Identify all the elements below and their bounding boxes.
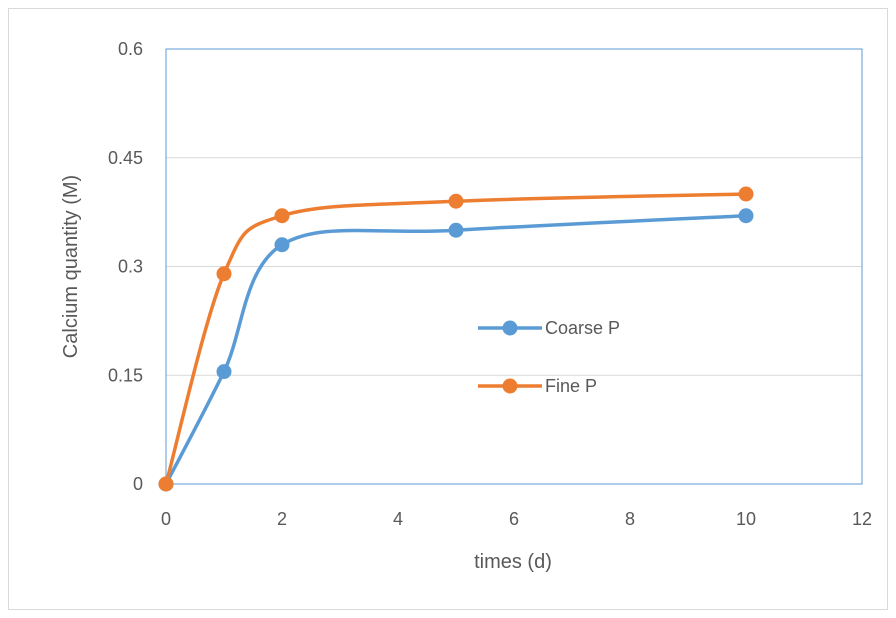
legend-marker-fine-p: [502, 378, 518, 394]
y-tick-label: 0: [133, 474, 143, 494]
x-tick-label: 6: [509, 509, 519, 529]
x-tick-label: 0: [161, 509, 171, 529]
data-point-fine-p: [158, 476, 174, 492]
data-point-fine-p: [274, 208, 290, 224]
data-point-coarse-p: [274, 237, 290, 253]
data-point-fine-p: [738, 186, 754, 202]
series-line-fine-p: [164, 192, 748, 486]
plot-area-border: [165, 48, 863, 485]
data-point-coarse-p: [448, 222, 464, 238]
data-point-coarse-p: [738, 208, 754, 224]
data-point-fine-p: [448, 193, 464, 209]
legend-label: Coarse P: [545, 318, 620, 338]
x-axis-title: times (d): [474, 551, 552, 573]
x-tick-label: 12: [852, 509, 872, 529]
x-tick-label: 4: [393, 509, 403, 529]
legend-label: Fine P: [545, 376, 597, 396]
x-tick-label: 2: [277, 509, 287, 529]
y-tick-label: 0.6: [118, 39, 143, 59]
series-line-coarse-p: [164, 214, 748, 486]
data-point-fine-p: [216, 266, 232, 282]
y-tick-label: 0.3: [118, 257, 143, 277]
x-tick-label: 8: [625, 509, 635, 529]
y-axis-title: Calcium quantity (M): [60, 175, 82, 358]
chart-area: [8, 8, 888, 610]
y-tick-label: 0.15: [108, 365, 143, 385]
data-point-coarse-p: [216, 364, 232, 380]
x-tick-label: 10: [736, 509, 756, 529]
legend-marker-coarse-p: [502, 320, 518, 336]
y-tick-label: 0.45: [108, 148, 143, 168]
